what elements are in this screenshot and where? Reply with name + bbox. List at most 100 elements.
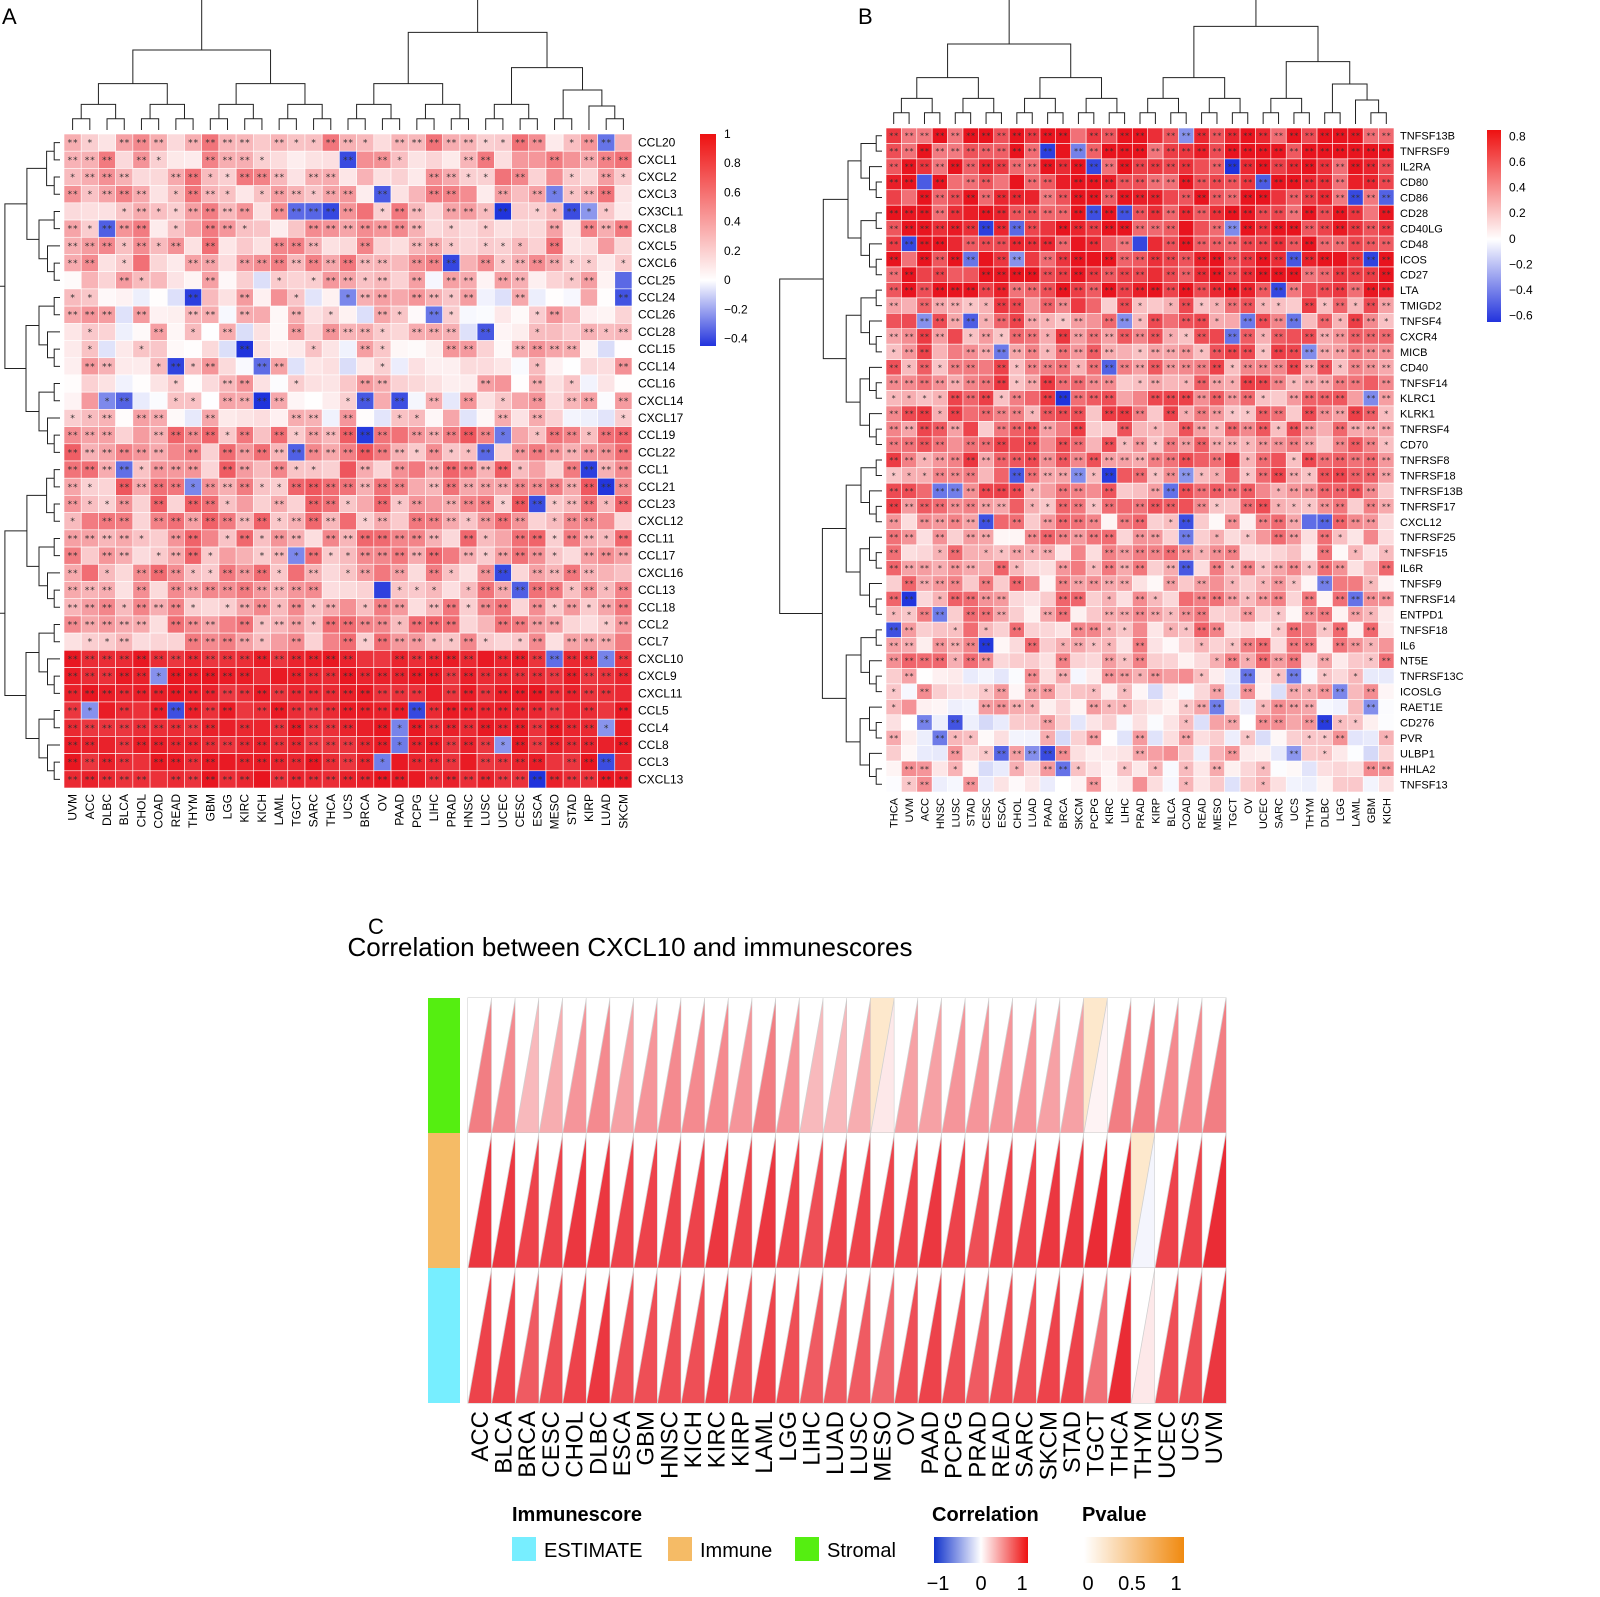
- significance-mark: **: [1228, 719, 1238, 728]
- significance-mark: **: [1351, 410, 1361, 419]
- significance-mark: **: [222, 655, 233, 665]
- significance-mark: **: [308, 517, 319, 527]
- significance-mark: **: [1104, 394, 1114, 403]
- heatmap-cell: [1208, 668, 1225, 685]
- significance-mark: **: [1305, 719, 1315, 728]
- heatmap-cell: [1147, 699, 1164, 716]
- column-label: LIHC: [1120, 798, 1132, 823]
- heatmap-cell: [80, 563, 99, 582]
- heatmap-cell: [1301, 745, 1318, 762]
- row-label: CCL22: [638, 445, 676, 459]
- significance-mark: **: [1305, 209, 1315, 218]
- heatmap-cell: [425, 219, 443, 238]
- significance-mark: **: [1181, 317, 1191, 326]
- significance-mark: **: [950, 410, 960, 419]
- dendrogram-branch: [1262, 112, 1280, 124]
- significance-mark: **: [429, 397, 440, 407]
- significance-mark: **: [889, 302, 899, 311]
- heatmap-cell: [1378, 621, 1395, 638]
- heatmap-cell: [1147, 652, 1164, 669]
- heatmap-cell: [962, 421, 979, 438]
- significance-mark: **: [904, 533, 914, 542]
- heatmap-cell: [528, 512, 547, 531]
- column-label: BLCA: [117, 794, 131, 825]
- significance-mark: **: [1212, 379, 1222, 388]
- significance-mark: **: [584, 707, 595, 717]
- heatmap-cell: [1055, 544, 1072, 561]
- significance-mark: *: [1322, 734, 1327, 743]
- significance-mark: **: [1228, 332, 1238, 341]
- heatmap-cell: [597, 271, 616, 290]
- significance-mark: **: [1151, 610, 1161, 619]
- heatmap-cell: [885, 745, 902, 762]
- significance-mark: *: [1215, 657, 1220, 666]
- significance-mark: **: [584, 483, 595, 493]
- significance-mark: **: [239, 638, 250, 648]
- significance-mark: **: [966, 471, 976, 480]
- significance-mark: *: [1261, 780, 1266, 789]
- significance-mark: **: [1305, 193, 1315, 202]
- significance-mark: **: [549, 707, 560, 717]
- dendrogram-branch: [46, 477, 55, 514]
- significance-mark: **: [360, 380, 371, 390]
- significance-mark: **: [1012, 163, 1022, 172]
- significance-mark: *: [139, 276, 144, 286]
- significance-mark: **: [532, 190, 543, 200]
- significance-mark: *: [1168, 610, 1173, 619]
- significance-mark: **: [549, 483, 560, 493]
- significance-mark: **: [1274, 240, 1284, 249]
- significance-mark: *: [1230, 564, 1235, 573]
- heatmap-cell: [407, 168, 426, 186]
- significance-mark: **: [1027, 425, 1037, 434]
- heatmap-cell: [1378, 606, 1395, 623]
- significance-mark: **: [446, 724, 457, 734]
- significance-mark: **: [1305, 379, 1315, 388]
- significance-mark: **: [308, 500, 319, 510]
- significance-mark: **: [1258, 425, 1268, 434]
- significance-mark: *: [1122, 703, 1127, 712]
- significance-mark: **: [1089, 271, 1099, 280]
- significance-mark: **: [1381, 302, 1391, 311]
- significance-mark: **: [377, 380, 388, 390]
- significance-mark: **: [239, 466, 250, 476]
- row-label: CCL8: [638, 738, 669, 752]
- significance-mark: *: [1091, 502, 1096, 511]
- significance-mark: *: [999, 394, 1004, 403]
- heatmap-cell: [1101, 760, 1118, 777]
- significance-mark: **: [67, 483, 78, 493]
- significance-mark: **: [1258, 132, 1268, 141]
- significance-mark: **: [1243, 255, 1253, 264]
- significance-mark: **: [1335, 626, 1345, 635]
- panel-a-colorbar: 10.80.60.40.20−0.2−0.4: [700, 127, 748, 346]
- panel-c-heatmap: [428, 997, 1227, 1404]
- row-label: CCL21: [638, 480, 676, 494]
- heatmap-cell: [931, 714, 948, 731]
- significance-mark: *: [1030, 549, 1035, 558]
- significance-mark: *: [294, 380, 299, 390]
- significance-mark: **: [325, 431, 336, 441]
- heatmap-cell: [304, 632, 323, 651]
- significance-mark: *: [122, 603, 127, 613]
- significance-mark: **: [618, 294, 629, 304]
- heatmap-cell: [494, 150, 512, 169]
- dendrogram-branch: [1201, 112, 1218, 124]
- significance-mark: **: [1058, 410, 1068, 419]
- heatmap-cell: [235, 323, 254, 341]
- significance-mark: **: [1197, 132, 1207, 141]
- significance-mark: **: [1320, 163, 1330, 172]
- significance-mark: **: [1197, 580, 1207, 589]
- significance-mark: **: [1074, 163, 1084, 172]
- significance-mark: **: [1027, 379, 1037, 388]
- significance-mark: **: [966, 657, 976, 666]
- heatmap-cell: [1208, 637, 1225, 654]
- significance-mark: **: [1228, 302, 1238, 311]
- significance-mark: **: [1058, 765, 1068, 774]
- significance-mark: **: [1305, 255, 1315, 264]
- dendrogram-branch: [72, 118, 91, 130]
- significance-mark: **: [257, 397, 268, 407]
- significance-mark: **: [935, 471, 945, 480]
- significance-mark: **: [343, 276, 354, 286]
- significance-mark: *: [1261, 302, 1266, 311]
- heatmap-cell: [1162, 699, 1179, 716]
- significance-mark: **: [102, 672, 113, 682]
